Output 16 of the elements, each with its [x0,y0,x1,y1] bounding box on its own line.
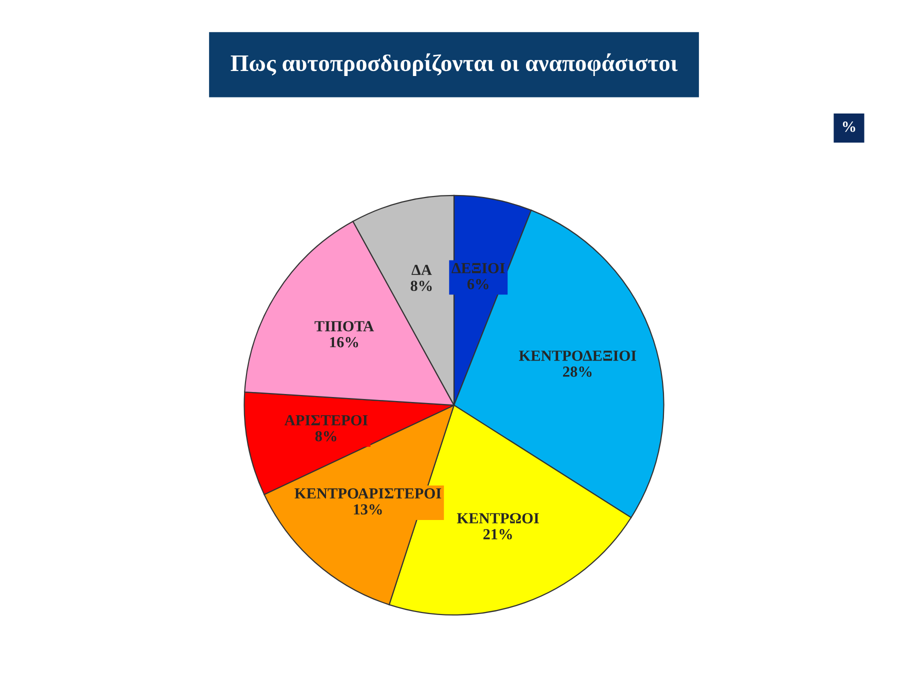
text: % [842,122,856,132]
data-label: 13% [354,504,382,515]
slice-label: ΚΕΝΤΡΟΑΡΙΣΤΕΡΟΙ [294,488,442,499]
data-label: 16% [330,337,358,348]
chart-title: Πως αυτοπροσδιορίζονται οι αναποφάσιστοι [230,53,678,76]
slice-label: ΚΕΝΤΡΟΔΕΞΙΟΙ [518,350,636,361]
slice-label: ΤΙΠΟΤΑ [314,321,374,332]
slice-label: ΔΕΞΙΟΙ [452,263,505,274]
data-label: 28% [563,366,592,377]
data-label: 8% [315,431,336,442]
slice-label: ΑΡΙΣΤΕΡΟΙ [284,415,368,426]
data-label: 6% [467,278,488,290]
data-label: 8% [410,280,432,292]
data-label: 21% [483,529,512,540]
slice-label: ΚΕΝΤΡΩΟΙ [456,513,539,524]
slice-label: ΔΑ [412,264,432,275]
